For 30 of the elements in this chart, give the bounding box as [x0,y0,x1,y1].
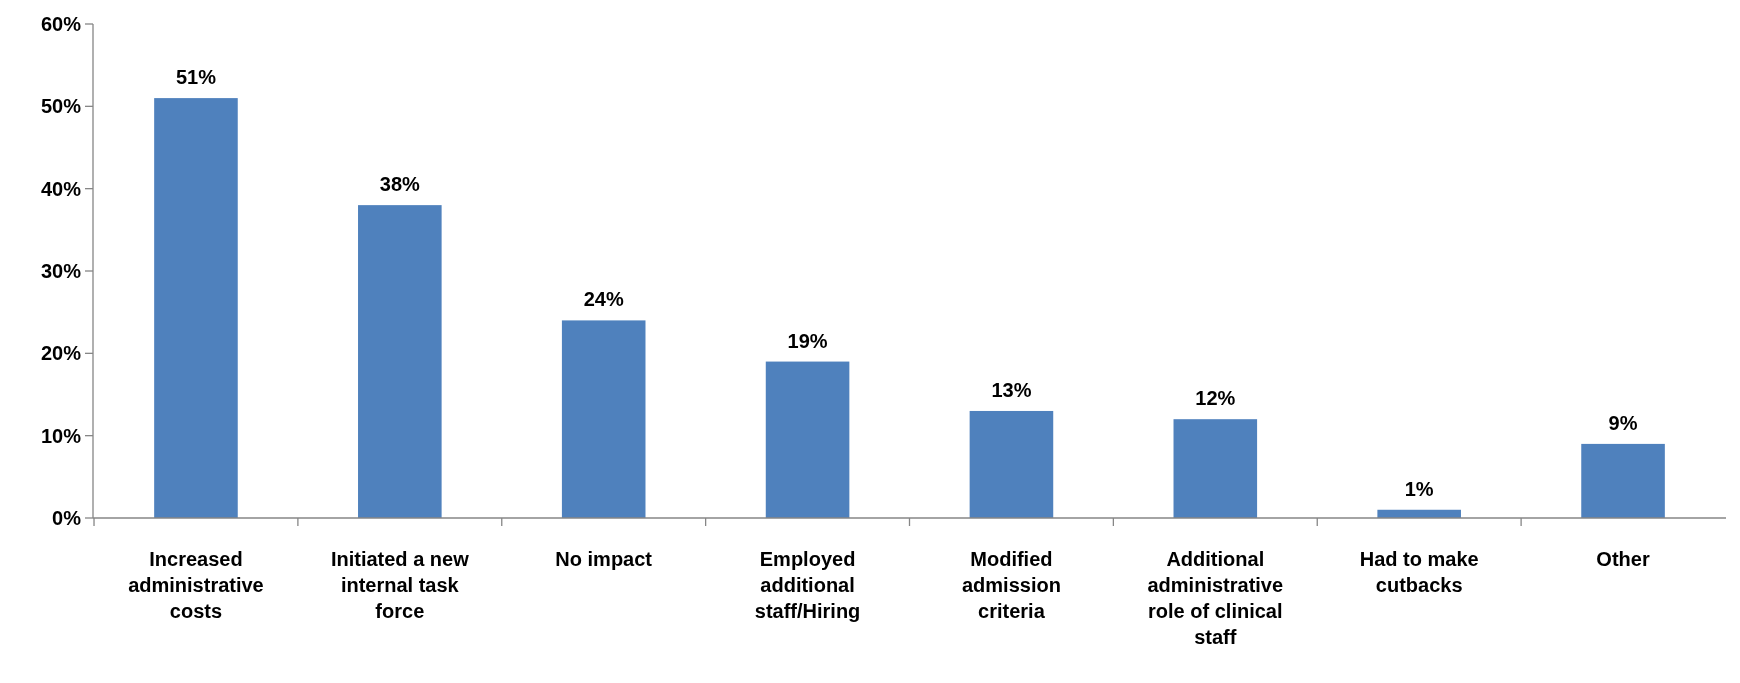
y-tick-label: 50% [40,95,82,118]
y-tick-label: 30% [40,260,82,282]
bar [1581,443,1665,518]
x-tick-label: Initiated a new internal task force [330,548,470,622]
x-tick-label: Employed additional staff/Hiring [754,548,861,622]
data-label: 13% [991,378,1032,401]
y-tick-label: 20% [40,342,82,365]
data-label: 38% [379,173,421,196]
x-tick-label: Other [1596,548,1650,570]
data-label: 24% [583,288,624,311]
x-tick-label: Increased administrative costs [128,548,264,622]
data-label: 19% [787,329,828,352]
bar [358,205,442,518]
bar [765,361,850,518]
x-tick-label: Modified admission criteria [961,548,1061,622]
data-label: 51% [175,66,217,89]
y-tick-label: 10% [40,424,82,447]
x-tick-label: Additional administrative role of clinical staff [1147,548,1284,648]
x-tick-label: Had to make cutbacks [1359,548,1479,596]
bar [1173,419,1258,518]
data-label: 1% [1404,477,1434,500]
bar [969,410,1054,518]
data-label: 9% [1608,411,1638,434]
data-label: 12% [1195,387,1236,410]
x-tick-label: No impact [555,548,653,570]
bar [154,98,238,518]
bar [561,320,646,518]
y-tick-label: 0% [52,507,82,529]
y-tick-label: 40% [40,177,82,200]
y-tick-label: 60% [40,13,82,35]
